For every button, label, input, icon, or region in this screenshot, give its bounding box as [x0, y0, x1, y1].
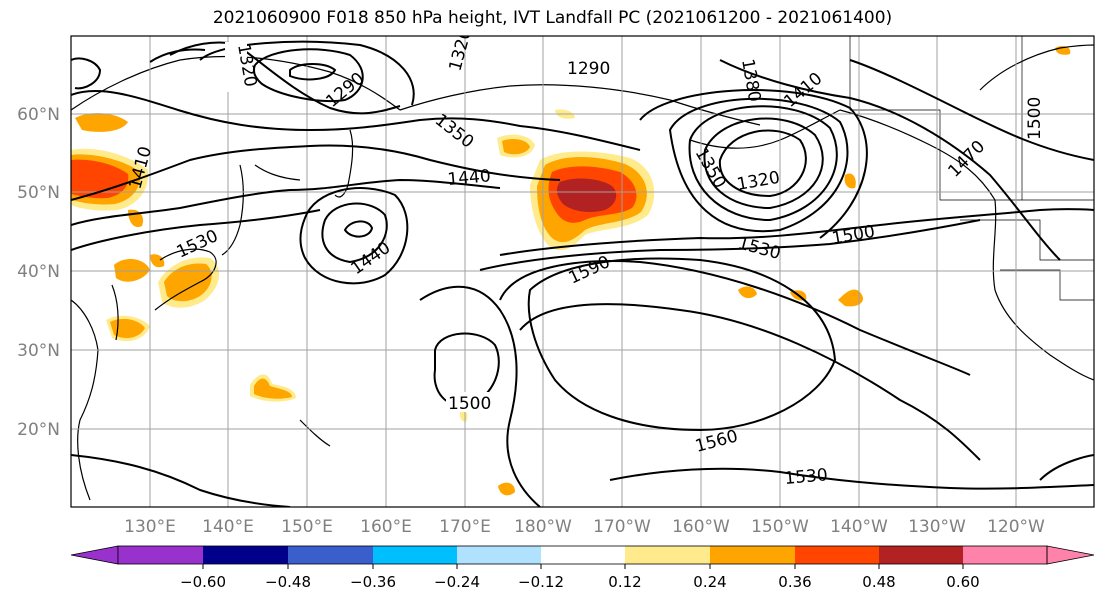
colorbar-extend-low: [70, 545, 119, 565]
colorbar-cell: [541, 546, 625, 564]
contour-label: 1410: [126, 144, 157, 191]
contour-label-bg: [446, 392, 498, 412]
height-contours: [71, 40, 1094, 507]
contour-label-group: 1320 1290 1320 1290 1350 1380 1410 1410 …: [126, 26, 1045, 489]
contour-label: 1500: [448, 394, 491, 414]
colorbar-cell: [373, 546, 457, 564]
colorbar-extend-high: [1046, 545, 1095, 565]
lon-label: 140°W: [830, 517, 888, 537]
lat-label: 50°N: [17, 183, 60, 203]
contour-label: 1530: [784, 465, 829, 489]
colorbar-cell: [118, 546, 203, 564]
map-panel: 1320 1290 1320 1290 1350 1380 1410 1410 …: [71, 26, 1094, 507]
colorbar-cell: [795, 546, 879, 564]
gridlines: [71, 36, 1094, 507]
contour-label: 1320: [735, 168, 781, 195]
colorbar-tick-label: 0.60: [946, 573, 979, 591]
borders: [849, 36, 1094, 301]
contour-label-bg: [225, 42, 247, 92]
contour-label: 1500: [1025, 97, 1045, 140]
colorbar-tick-label: 0.24: [693, 573, 726, 591]
map-frame: [70, 35, 1095, 508]
colorbar-tick-label: −0.12: [518, 573, 564, 591]
longitude-labels: 130°E 140°E 150°E 160°E 170°E 180°W 170°…: [124, 517, 1045, 537]
colorbar-cell: [625, 546, 710, 564]
lon-label: 130°E: [124, 517, 176, 537]
lat-label: 60°N: [17, 105, 60, 125]
lon-label: 160°W: [672, 517, 730, 537]
lat-label: 20°N: [17, 420, 60, 440]
lon-label: 130°W: [908, 517, 966, 537]
colorbar-tick-label: 0.12: [608, 573, 641, 591]
lon-label: 150°W: [751, 517, 809, 537]
contour-label: 1530: [736, 234, 783, 265]
lon-label: 160°E: [360, 517, 412, 537]
colorbar-cell: [879, 546, 963, 564]
lon-label: 120°W: [987, 517, 1045, 537]
colorbar-tick-label: −0.60: [180, 573, 226, 591]
colorbar-tick-label: 0.48: [862, 573, 895, 591]
contour-label: 1530: [174, 226, 222, 262]
colorbar-tick-label: −0.24: [434, 573, 480, 591]
colorbar: −0.60 −0.48 −0.36 −0.24 −0.12 0.12 0.24 …: [70, 545, 1095, 591]
contour-label: 1590: [566, 252, 614, 288]
lon-label: 170°E: [439, 517, 491, 537]
contour-label: 1290: [567, 59, 610, 79]
contour-label: 1350: [431, 110, 477, 152]
colorbar-frame: [117, 545, 1048, 565]
map-title: 2021060900 F018 850 hPa height, IVT Land…: [212, 8, 893, 28]
colorbar-tick-label: 0.36: [778, 573, 811, 591]
colorbar-cell: [710, 546, 795, 564]
lon-label: 150°E: [281, 517, 333, 537]
colorbar-cell: [457, 546, 541, 564]
colorbar-tick-label: −0.48: [265, 573, 311, 591]
lat-label: 30°N: [17, 341, 60, 361]
contour-label: 1380: [737, 57, 764, 103]
colorbar-cell: [288, 546, 373, 564]
lon-label: 180°W: [514, 517, 572, 537]
contour-label: 1440: [447, 166, 492, 190]
contour-label: 1500: [830, 222, 876, 249]
contour-label: 1470: [944, 137, 989, 182]
contour-label: 1320: [446, 26, 477, 73]
lon-label: 140°E: [202, 517, 254, 537]
lon-label: 170°W: [593, 517, 651, 537]
colorbar-cell: [203, 546, 288, 564]
lat-label: 40°N: [17, 262, 60, 282]
colorbar-tick-label: −0.36: [350, 573, 396, 591]
colorbar-cell: [963, 546, 1047, 564]
latitude-labels: 60°N 50°N 40°N 30°N 20°N: [17, 105, 60, 440]
